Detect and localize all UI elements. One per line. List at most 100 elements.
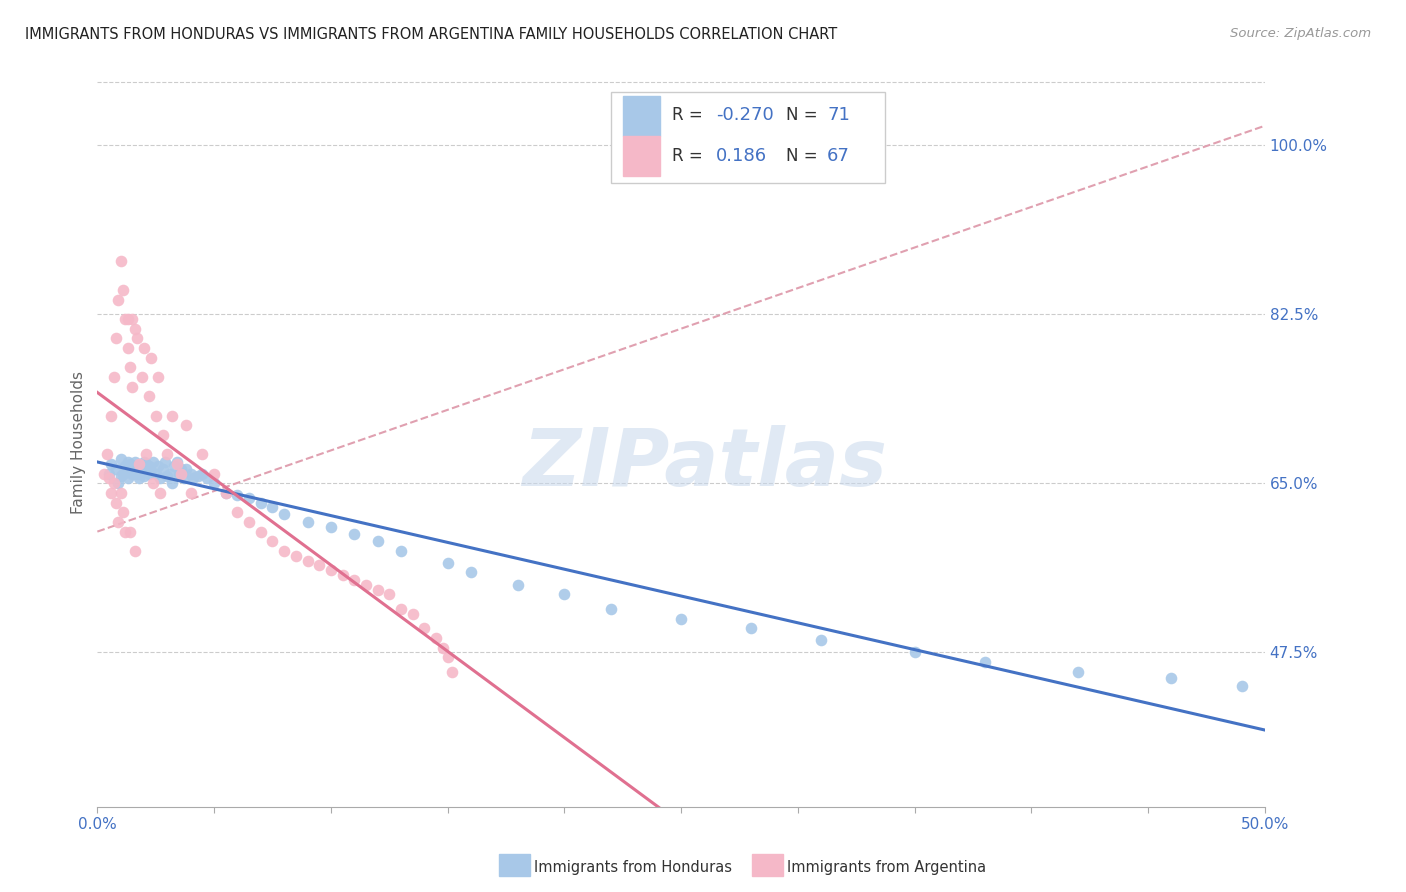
Point (319, 520, 342, 534)
Point (319, 563, 342, 577)
Point (389, 544, 412, 558)
Point (152, 462, 174, 476)
Point (180, 467, 202, 481)
Point (262, 534, 284, 549)
Point (132, 455, 155, 469)
Point (156, 447, 179, 461)
Point (124, 321, 146, 335)
Point (93, 467, 115, 481)
Point (131, 462, 153, 476)
Point (152, 428, 174, 442)
Point (195, 471, 218, 485)
Bar (623, 136, 659, 176)
Point (389, 602, 412, 616)
Point (273, 507, 295, 521)
Point (332, 568, 354, 582)
Point (669, 611, 692, 625)
Point (105, 495, 128, 509)
Point (105, 331, 128, 345)
Point (110, 486, 132, 500)
Bar (623, 95, 659, 136)
Point (367, 582, 389, 597)
Point (181, 471, 204, 485)
Point (121, 458, 143, 473)
Point (159, 467, 181, 481)
Point (600, 602, 623, 616)
Point (118, 457, 141, 471)
Point (904, 645, 927, 659)
Point (153, 455, 176, 469)
Point (131, 370, 153, 384)
Point (138, 458, 160, 473)
Point (125, 331, 148, 345)
Point (121, 312, 143, 326)
Text: IMMIGRANTS FROM HONDURAS VS IMMIGRANTS FROM ARGENTINA FAMILY HOUSEHOLDS CORRELAT: IMMIGRANTS FROM HONDURAS VS IMMIGRANTS F… (25, 27, 838, 42)
Point (166, 457, 188, 471)
Point (138, 389, 160, 403)
Point (117, 312, 139, 326)
Point (128, 458, 150, 473)
Point (215, 486, 238, 500)
Point (297, 553, 319, 567)
Point (135, 457, 157, 471)
Point (167, 467, 190, 481)
Point (432, 640, 454, 655)
Point (215, 486, 238, 500)
Text: Source: ZipAtlas.com: Source: ZipAtlas.com (1230, 27, 1371, 40)
Point (308, 558, 330, 573)
Point (128, 471, 150, 485)
Point (249, 524, 271, 539)
Point (139, 464, 162, 478)
Point (114, 312, 136, 326)
Point (506, 578, 529, 592)
Point (110, 254, 132, 268)
Text: Immigrants from Honduras: Immigrants from Honduras (534, 860, 733, 874)
Point (100, 457, 122, 471)
Point (121, 379, 143, 393)
Point (238, 491, 260, 505)
Text: -0.270: -0.270 (716, 106, 773, 124)
Point (146, 458, 169, 473)
Point (124, 544, 146, 558)
Point (112, 505, 135, 519)
Point (174, 462, 197, 476)
Point (973, 655, 995, 669)
Point (124, 455, 146, 469)
Point (112, 467, 135, 481)
Point (117, 455, 139, 469)
Point (100, 409, 122, 423)
Point (262, 500, 284, 515)
Text: Immigrants from Argentina: Immigrants from Argentina (787, 860, 987, 874)
Point (128, 457, 150, 471)
Text: 0.186: 0.186 (716, 147, 768, 165)
Point (139, 351, 162, 365)
Point (202, 467, 225, 481)
Point (810, 632, 832, 647)
Point (553, 587, 575, 601)
Point (401, 607, 423, 621)
Point (202, 476, 225, 491)
Text: N =: N = (786, 147, 823, 165)
Point (117, 341, 139, 355)
Point (114, 458, 136, 473)
Point (1067, 665, 1090, 679)
Point (145, 409, 167, 423)
Y-axis label: Family Households: Family Households (72, 371, 86, 514)
Point (460, 565, 482, 579)
Point (166, 455, 188, 469)
Point (436, 650, 458, 665)
Point (110, 468, 132, 483)
Point (96, 447, 118, 461)
Point (149, 486, 172, 500)
Point (132, 468, 155, 483)
Point (191, 467, 214, 481)
Text: R =: R = (672, 147, 707, 165)
Point (163, 458, 186, 473)
Point (146, 370, 169, 384)
Point (117, 471, 139, 485)
FancyBboxPatch shape (612, 92, 886, 183)
Point (105, 462, 128, 476)
Point (118, 524, 141, 539)
Point (226, 505, 249, 519)
Point (124, 462, 146, 476)
